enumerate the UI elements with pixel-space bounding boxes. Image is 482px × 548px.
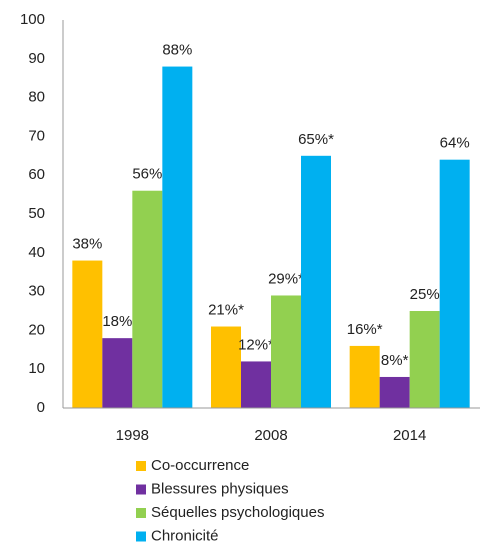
bar	[211, 326, 241, 408]
legend-label: Blessures physiques	[151, 480, 289, 497]
x-tick-label: 2008	[254, 427, 287, 444]
legend-swatch	[136, 484, 146, 495]
data-label: 29%*	[268, 270, 304, 287]
data-label: 88%	[162, 42, 192, 59]
data-label: 56%	[132, 166, 162, 183]
bar	[271, 295, 301, 408]
x-tick-label: 1998	[116, 427, 149, 444]
legend-label: Chronicité	[151, 527, 219, 544]
legend-label: Co-occurrence	[151, 457, 249, 474]
y-tick-label: 90	[28, 50, 45, 67]
legend-label: Séquelles psychologiques	[151, 504, 324, 521]
data-label: 25%	[410, 286, 440, 303]
data-label: 38%	[72, 236, 102, 253]
legend-swatch	[136, 508, 146, 518]
data-label: 8%*	[381, 352, 409, 369]
y-tick-label: 20	[28, 321, 45, 338]
data-label: 65%*	[298, 131, 334, 148]
y-tick-label: 80	[28, 89, 45, 106]
x-tick-label: 2014	[393, 427, 426, 444]
data-label: 18%	[102, 313, 132, 330]
data-label: 16%*	[347, 321, 383, 338]
y-tick-label: 50	[28, 205, 45, 222]
bar	[439, 159, 470, 408]
y-tick-label: 60	[28, 166, 45, 183]
y-tick-label: 40	[28, 244, 45, 261]
data-label: 21%*	[208, 301, 244, 318]
bar	[241, 361, 271, 408]
bar	[102, 338, 133, 408]
bar	[379, 376, 410, 408]
y-tick-label: 100	[20, 11, 45, 28]
bar	[72, 260, 103, 408]
bar	[132, 190, 163, 408]
bar	[162, 66, 193, 408]
legend-swatch	[136, 531, 146, 542]
y-tick-label: 30	[28, 283, 45, 300]
y-tick-label: 70	[28, 127, 45, 144]
data-label: 12%*	[238, 336, 274, 353]
y-tick-label: 10	[28, 360, 45, 377]
bar	[349, 345, 380, 408]
y-tick-label: 0	[37, 399, 45, 416]
bar	[301, 155, 331, 408]
bar	[409, 311, 440, 408]
data-label: 64%	[440, 135, 470, 152]
legend-swatch	[136, 461, 146, 471]
